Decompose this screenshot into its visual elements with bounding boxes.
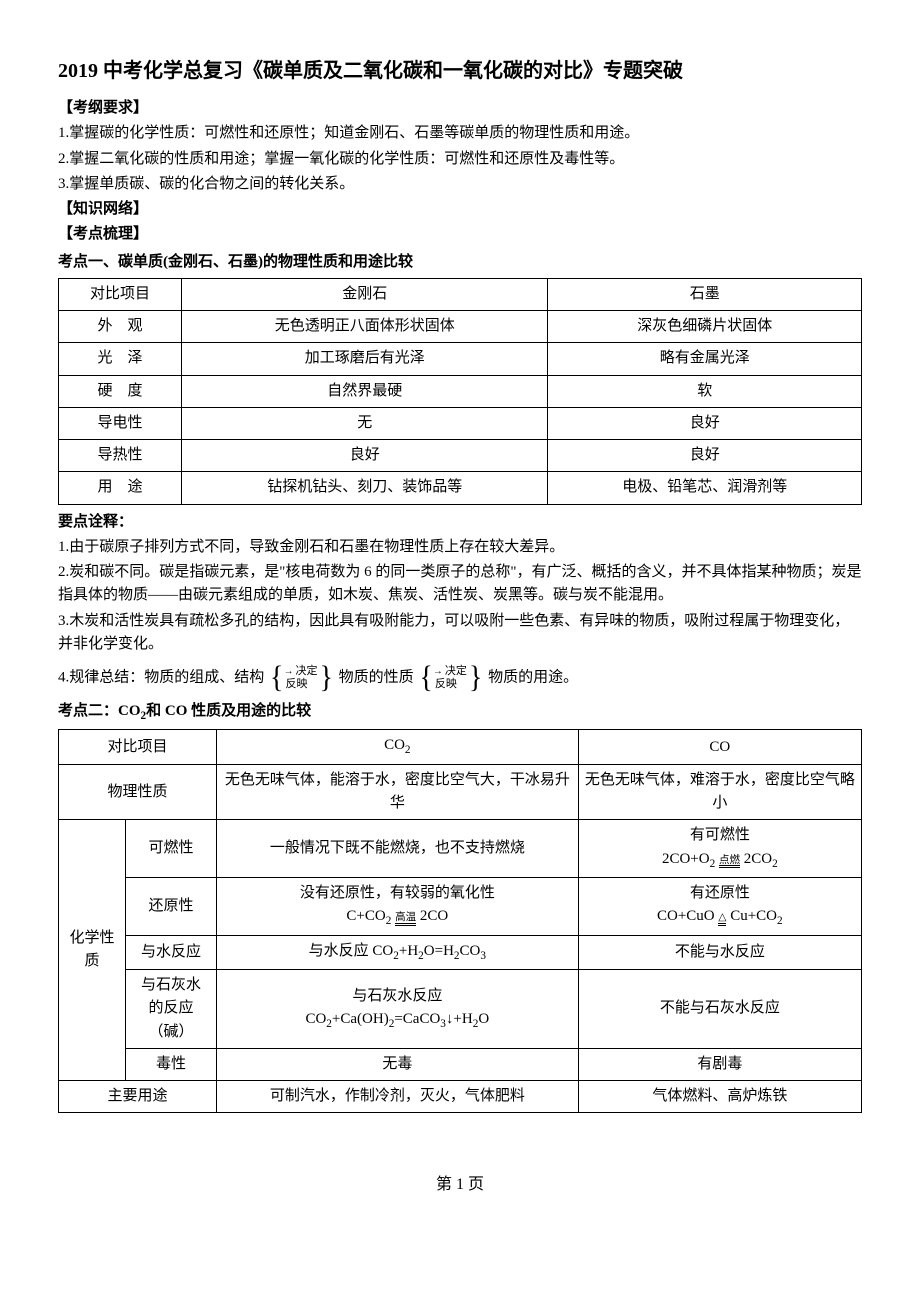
cell: 加工琢磨后有光泽 (182, 343, 548, 375)
row-label: 主要用途 (59, 1081, 217, 1113)
cell: 无色无味气体，能溶于水，密度比空气大，干冰易升华 (217, 764, 579, 820)
cell: 不能与石灰水反应 (578, 970, 861, 1049)
cell: 良好 (182, 440, 548, 472)
req-item-1: 1.掌握碳的化学性质：可燃性和还原性；知道金刚石、石墨等碳单质的物理性质和用途。 (58, 122, 862, 145)
cell: 自然界最硬 (182, 375, 548, 407)
row-label: 可燃性 (126, 820, 217, 878)
rule-text-a: 4.规律总结：物质的组成、结构 (58, 669, 264, 685)
brace-group-1: { 决定 反映 } (270, 664, 333, 692)
cell: 有可燃性 2CO+O2 点燃 2CO2 (578, 820, 861, 878)
section-head-outline: 【考点梳理】 (58, 223, 862, 246)
keypoint-2-title: 考点二：CO2和 CO 性质及用途的比较 (58, 700, 862, 725)
cell: 光 泽 (59, 343, 182, 375)
cell: 良好 (548, 407, 862, 439)
table-row: 主要用途 可制汽水，作制冷剂，灭火，气体肥料 气体燃料、高炉炼铁 (59, 1081, 862, 1113)
row-label-chem: 化学性质 (59, 820, 126, 1081)
cell: 导电性 (59, 407, 182, 439)
cell: 外 观 (59, 311, 182, 343)
req-item-3: 3.掌握单质碳、碳的化合物之间的转化关系。 (58, 173, 862, 196)
cell: 有还原性 CO+CuO △ Cu+CO2 (578, 878, 861, 936)
table-row: 还原性 没有还原性，有较弱的氧化性 C+CO2 高温 2CO 有还原性 CO+C… (59, 878, 862, 936)
row-label: 与石灰水 的反应 （碱） (126, 970, 217, 1049)
brace-right-icon: } (319, 663, 332, 694)
cell: 与石灰水反应 CO2+Ca(OH)2=CaCO3↓+H2O (217, 970, 579, 1049)
cell: 良好 (548, 440, 862, 472)
page-title: 2019 中考化学总复习《碳单质及二氧化碳和一氧化碳的对比》专题突破 (58, 56, 862, 87)
cell: 无色无味气体，难溶于水，密度比空气略小 (578, 764, 861, 820)
cell: 气体燃料、高炉炼铁 (578, 1081, 861, 1113)
brace-bot: 反映 (435, 678, 467, 691)
table-row: 物理性质 无色无味气体，能溶于水，密度比空气大，干冰易升华 无色无味气体，难溶于… (59, 764, 862, 820)
row-label: 毒性 (126, 1048, 217, 1080)
brace-left-icon: { (270, 663, 283, 694)
table-row: 化学性质 可燃性 一般情况下既不能燃烧，也不支持燃烧 有可燃性 2CO+O2 点… (59, 820, 862, 878)
cell: 硬 度 (59, 375, 182, 407)
cell: 钻探机钻头、刻刀、装饰品等 (182, 472, 548, 504)
cell: 无毒 (217, 1048, 579, 1080)
cell: 有剧毒 (578, 1048, 861, 1080)
cell: 无 (182, 407, 548, 439)
th-co: CO (578, 730, 861, 764)
explain-item: 1.由于碳原子排列方式不同，导致金刚石和石墨在物理性质上存在较大差异。 (58, 536, 862, 559)
cell: 无色透明正八面体形状固体 (182, 311, 548, 343)
table-row: 毒性 无毒 有剧毒 (59, 1048, 862, 1080)
brace-left-icon: { (419, 663, 432, 694)
cell: 导热性 (59, 440, 182, 472)
row-label: 还原性 (126, 878, 217, 936)
th-graphite: 石墨 (548, 278, 862, 310)
page-footer: 第 1 页 (58, 1173, 862, 1198)
row-label: 物理性质 (59, 764, 217, 820)
brace-top: 决定 (285, 665, 317, 678)
table-row: 光 泽 加工琢磨后有光泽 略有金属光泽 (59, 343, 862, 375)
cell: 深灰色细磷片状固体 (548, 311, 862, 343)
cell: 没有还原性，有较弱的氧化性 C+CO2 高温 2CO (217, 878, 579, 936)
table-row: 导电性 无 良好 (59, 407, 862, 439)
cell: 可制汽水，作制冷剂，灭火，气体肥料 (217, 1081, 579, 1113)
brace-group-2: { 决定 反映 } (419, 664, 482, 692)
th-item: 对比项目 (59, 730, 217, 764)
table-row: 用 途 钻探机钻头、刻刀、装饰品等 电极、铅笔芯、润滑剂等 (59, 472, 862, 504)
explain-item: 2.炭和碳不同。碳是指碳元素，是"核电荷数为 6 的同一类原子的总称"，有广泛、… (58, 561, 862, 608)
th-co2: CO2 (217, 730, 579, 764)
cell: 略有金属光泽 (548, 343, 862, 375)
brace-right-icon: } (469, 663, 482, 694)
rule-summary: 4.规律总结：物质的组成、结构 { 决定 反映 } 物质的性质 { 决定 反映 … (58, 664, 862, 692)
brace-top: 决定 (435, 665, 467, 678)
req-item-2: 2.掌握二氧化碳的性质和用途；掌握一氧化碳的化学性质：可燃性和还原性及毒性等。 (58, 148, 862, 171)
table-row: 对比项目 CO2 CO (59, 730, 862, 764)
row-label: 与水反应 (126, 935, 217, 969)
keypoint-1-title: 考点一、碳单质(金刚石、石墨)的物理性质和用途比较 (58, 251, 862, 274)
cell: 与水反应 CO2+H2O=H2CO3 (217, 935, 579, 969)
th-diamond: 金刚石 (182, 278, 548, 310)
table-row: 对比项目 金刚石 石墨 (59, 278, 862, 310)
table-co2-co: 对比项目 CO2 CO 物理性质 无色无味气体，能溶于水，密度比空气大，干冰易升… (58, 729, 862, 1113)
table-diamond-graphite: 对比项目 金刚石 石墨 外 观 无色透明正八面体形状固体 深灰色细磷片状固体 光… (58, 278, 862, 505)
table-row: 外 观 无色透明正八面体形状固体 深灰色细磷片状固体 (59, 311, 862, 343)
rule-text-c: 物质的用途。 (488, 669, 578, 685)
section-head-requirements: 【考纲要求】 (58, 97, 862, 120)
rule-text-b: 物质的性质 (339, 669, 414, 685)
table-row: 与石灰水 的反应 （碱） 与石灰水反应 CO2+Ca(OH)2=CaCO3↓+H… (59, 970, 862, 1049)
cell: 用 途 (59, 472, 182, 504)
cell: 电极、铅笔芯、润滑剂等 (548, 472, 862, 504)
table-row: 硬 度 自然界最硬 软 (59, 375, 862, 407)
brace-bot: 反映 (285, 678, 317, 691)
table-row: 与水反应 与水反应 CO2+H2O=H2CO3 不能与水反应 (59, 935, 862, 969)
explain-head-1: 要点诠释： (58, 511, 862, 534)
cell: 不能与水反应 (578, 935, 861, 969)
cell: 一般情况下既不能燃烧，也不支持燃烧 (217, 820, 579, 878)
cell: 软 (548, 375, 862, 407)
section-head-network: 【知识网络】 (58, 198, 862, 221)
explain-item: 3.木炭和活性炭具有疏松多孔的结构，因此具有吸附能力，可以吸附一些色素、有异味的… (58, 610, 862, 657)
th-item: 对比项目 (59, 278, 182, 310)
table-row: 导热性 良好 良好 (59, 440, 862, 472)
